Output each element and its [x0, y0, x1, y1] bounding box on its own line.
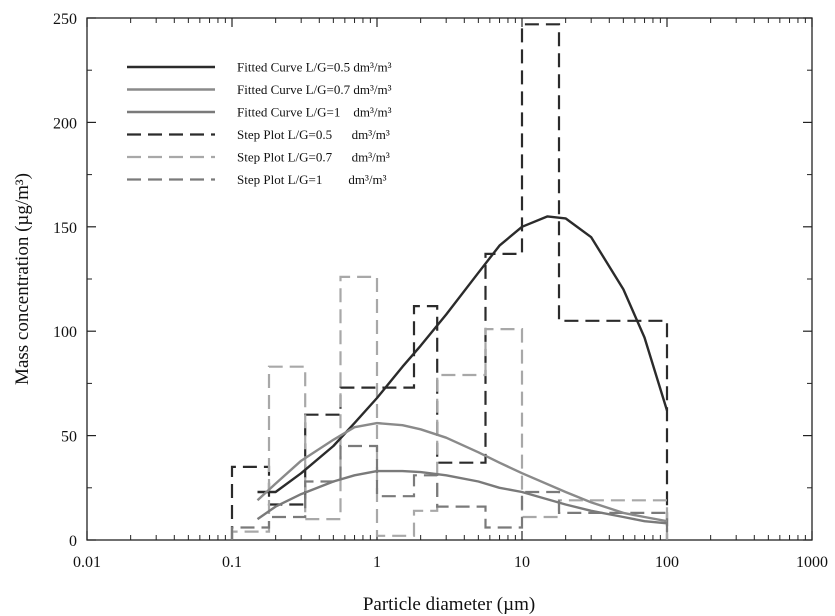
fitted-curve-series-2 [256, 469, 668, 525]
y-tick-label: 0 [69, 533, 77, 550]
legend: Fitted Curve L/G=0.5 dm³/m³ Fitted Curve … [127, 60, 392, 187]
y-tick-label: 100 [53, 324, 77, 341]
x-tick-label: 0.01 [73, 554, 101, 571]
x-axis-label: Particle diameter (µm) [363, 594, 535, 615]
y-tick-label: 150 [53, 220, 77, 237]
x-tick-label: 100 [655, 554, 679, 571]
fitted-curve-series-0 [257, 215, 669, 494]
x-tick-label: 1 [373, 554, 381, 571]
legend-entry: Step Plot L/G=0.5 dm³/m³ [237, 127, 390, 142]
legend-entry: Fitted Curve L/G=0.5 dm³/m³ [237, 60, 392, 75]
y-tick-label: 200 [53, 115, 77, 132]
step-plot-series-5 [230, 444, 669, 540]
x-tick-label: 10 [514, 554, 530, 571]
y-tick-label: 50 [61, 429, 77, 446]
legend-entry: Fitted Curve L/G=1 dm³/m³ [237, 105, 392, 120]
y-axis-label: Mass concentration (µg/m³) [12, 173, 33, 385]
series-layer [230, 23, 669, 540]
x-tick-label: 1000 [796, 554, 828, 571]
legend-entry: Step Plot L/G=1 dm³/m³ [237, 172, 387, 187]
y-tick-label: 250 [53, 11, 77, 28]
legend-entry: Step Plot L/G=0.7 dm³/m³ [237, 150, 390, 165]
axes-layer: 0.01 0.1 1 10 100 1000 0 50 100 150 200 250 [53, 11, 828, 571]
fitted-curve-series-1 [256, 421, 668, 523]
x-tick-label: 0.1 [222, 554, 242, 571]
step-plot-series-4 [230, 275, 669, 540]
legend-entry: Fitted Curve L/G=0.7 dm³/m³ [237, 82, 392, 97]
